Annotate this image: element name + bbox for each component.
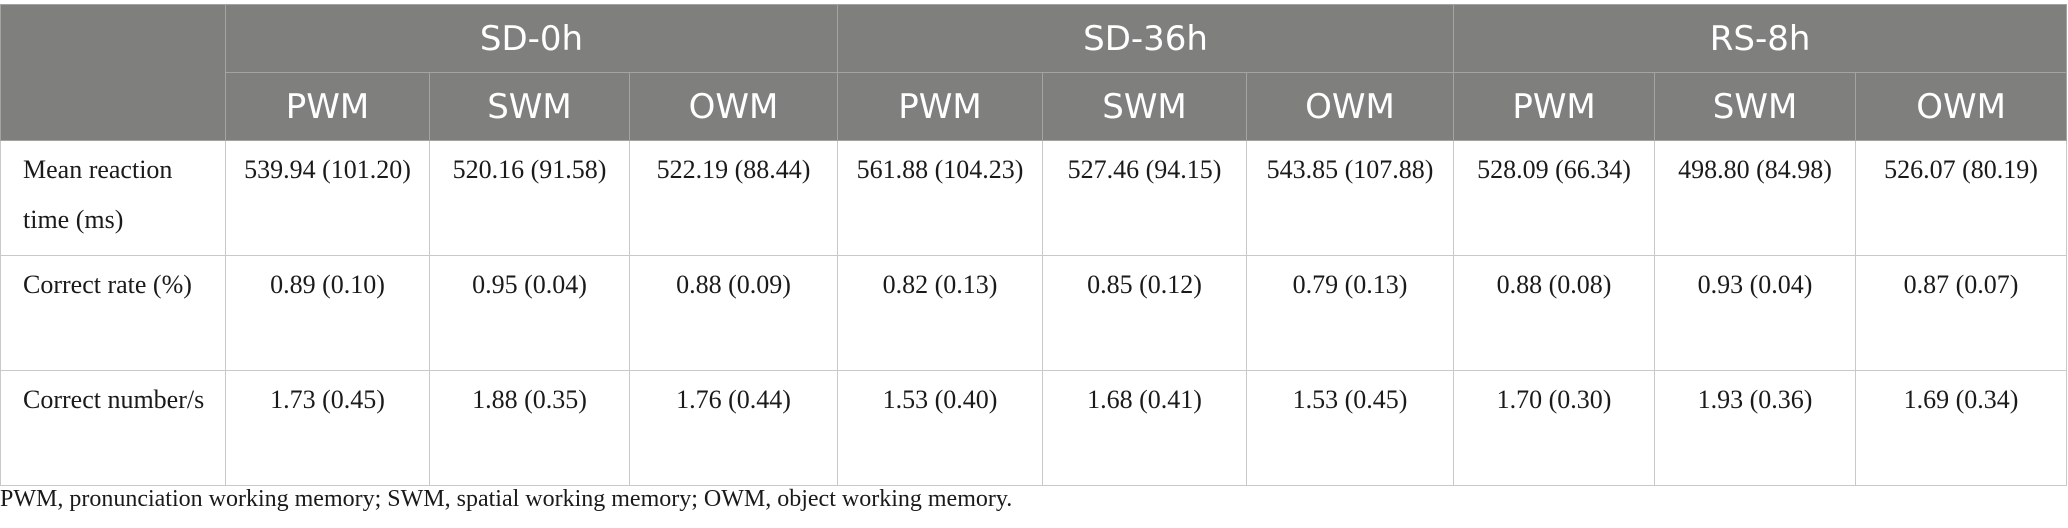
group-header-rs-8h: RS-8h (1453, 4, 2068, 73)
data-cell: 539.94 (101.20) (225, 140, 430, 256)
data-cell: 561.88 (104.23) (837, 140, 1044, 256)
subheader-cell: PWM (837, 72, 1044, 141)
row-label: Correct rate (%) (0, 255, 226, 371)
data-cell: 0.85 (0.12) (1042, 255, 1248, 371)
subheader-cell: OWM (1855, 72, 2068, 141)
subheader-cell: PWM (225, 72, 430, 141)
row-label: Correct number/s (0, 370, 226, 486)
data-cell: 0.93 (0.04) (1654, 255, 1857, 371)
subheader-cell: OWM (1246, 72, 1455, 141)
data-cell: 1.93 (0.36) (1654, 370, 1857, 486)
data-cell: 0.87 (0.07) (1855, 255, 2068, 371)
data-cell: 0.89 (0.10) (225, 255, 430, 371)
data-cell: 498.80 (84.98) (1654, 140, 1857, 256)
data-cell: 522.19 (88.44) (628, 140, 839, 256)
data-cell: 1.76 (0.44) (628, 370, 839, 486)
data-cell: 0.88 (0.08) (1453, 255, 1656, 371)
data-cell: 0.95 (0.04) (429, 255, 630, 371)
subheader-row: PWM SWM OWM PWM SWM OWM PWM SWM OWM (1, 72, 2068, 141)
table-row: Mean reaction time (ms) 539.94 (101.20) … (0, 140, 2068, 256)
group-header-sd-36h: SD-36h (837, 4, 1455, 73)
data-cell: 1.69 (0.34) (1855, 370, 2068, 486)
group-header-sd-0h: SD-0h (224, 4, 839, 73)
data-cell: 527.46 (94.15) (1042, 140, 1248, 256)
table-row: Correct number/s 1.73 (0.45) 1.88 (0.35)… (0, 370, 2068, 486)
table-row: Correct rate (%) 0.89 (0.10) 0.95 (0.04)… (0, 255, 2068, 371)
table-footnote: PWM, pronunciation working memory; SWM, … (0, 486, 1013, 512)
data-cell: 1.68 (0.41) (1042, 370, 1248, 486)
data-cell: 1.70 (0.30) (1453, 370, 1656, 486)
data-cell: 1.53 (0.45) (1246, 370, 1455, 486)
data-cell: 0.82 (0.13) (837, 255, 1044, 371)
data-cell: 526.07 (80.19) (1855, 140, 2068, 256)
group-header-row: SD-0h SD-36h RS-8h (0, 4, 2068, 141)
data-cell: 1.73 (0.45) (225, 370, 430, 486)
subheader-cell: OWM (628, 72, 839, 141)
data-cell: 1.53 (0.40) (837, 370, 1044, 486)
subheader-cell: PWM (1453, 72, 1656, 141)
header-corner-cell (0, 4, 226, 141)
data-cell: 0.79 (0.13) (1246, 255, 1455, 371)
row-label: Mean reaction time (ms) (0, 140, 226, 256)
subheader-cell: SWM (1654, 72, 1857, 141)
subheader-cell: SWM (429, 72, 630, 141)
subheader-cell: SWM (1042, 72, 1248, 141)
data-cell: 520.16 (91.58) (429, 140, 630, 256)
results-table: SD-0h SD-36h RS-8h PWM SWM OWM PWM SWM O… (0, 4, 2068, 486)
data-cell: 528.09 (66.34) (1453, 140, 1656, 256)
data-cell: 543.85 (107.88) (1246, 140, 1455, 256)
data-cell: 0.88 (0.09) (628, 255, 839, 371)
data-cell: 1.88 (0.35) (429, 370, 630, 486)
